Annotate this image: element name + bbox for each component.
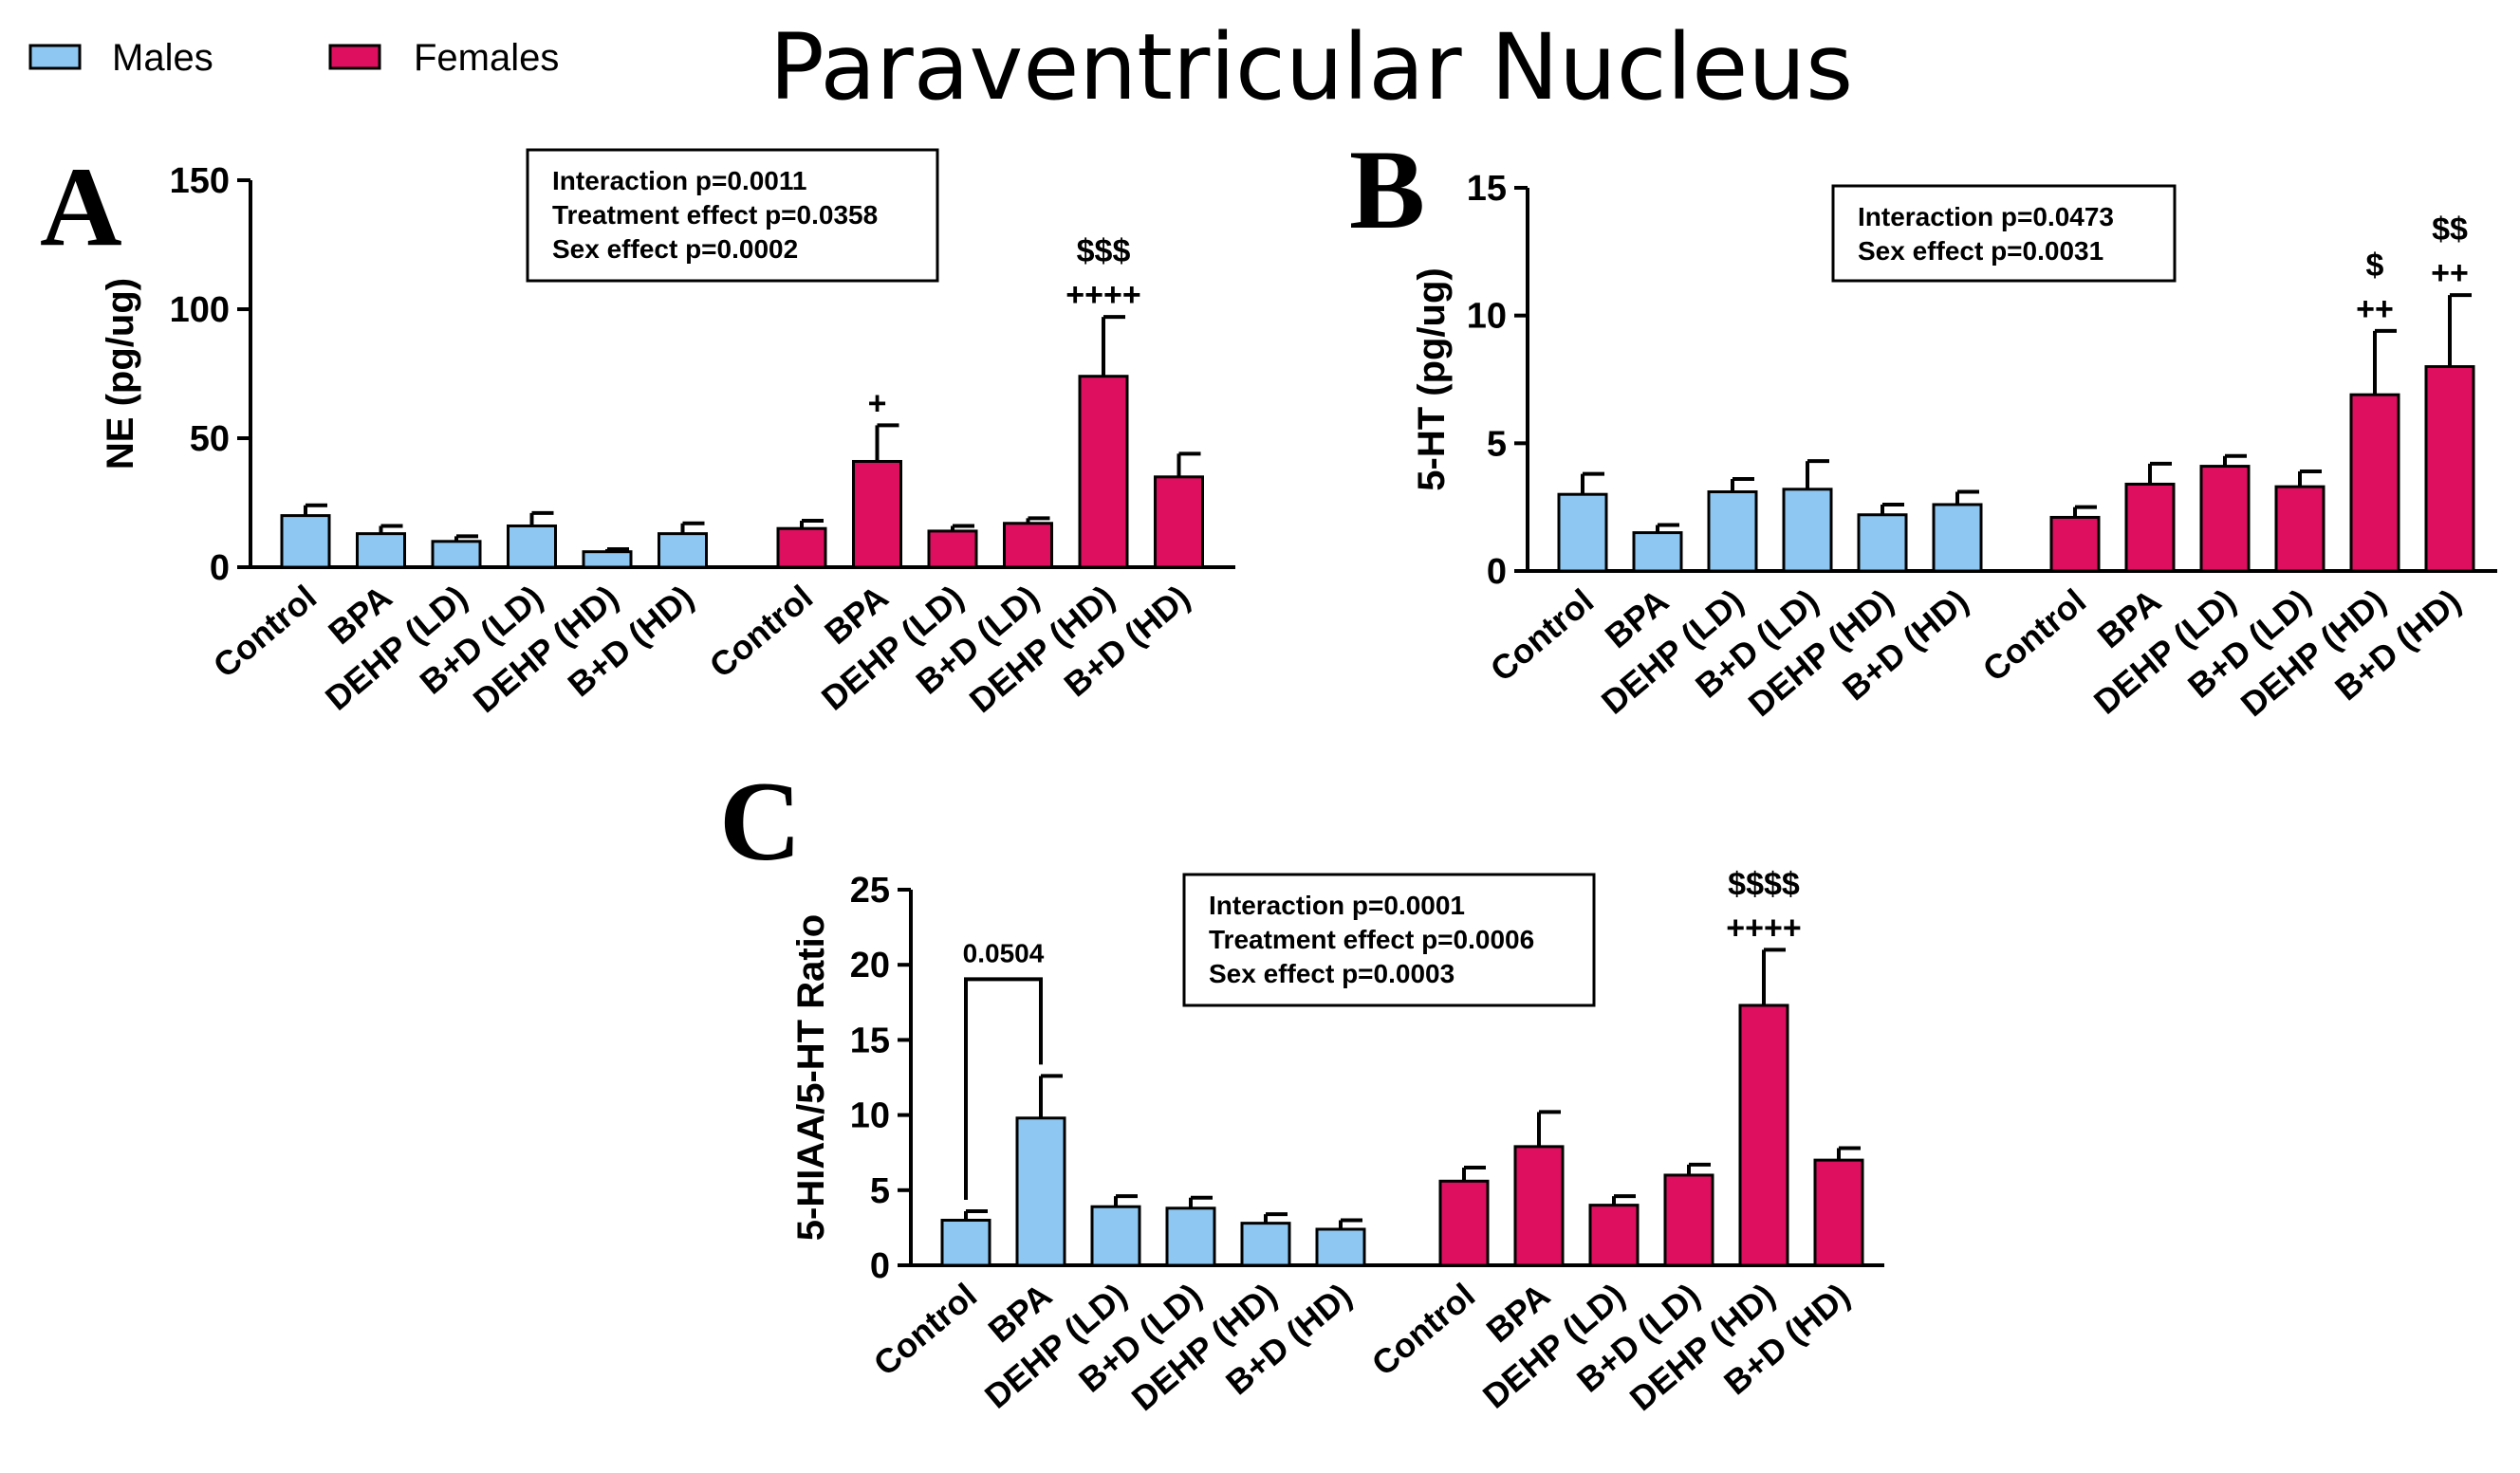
y-axis-label: 5-HT (pg/ug) [1411, 267, 1453, 491]
y-axis-label: 5-HIAA/5-HT Ratio [790, 914, 832, 1241]
comparison-bracket [964, 977, 1043, 1200]
legend-label-males: Males [112, 37, 213, 79]
stats-line: Interaction p=0.0001 [1209, 891, 1465, 920]
y-tick-label: 15 [850, 1021, 890, 1060]
y-tick-label: 25 [850, 871, 890, 911]
bar-females-b-d-hd [1813, 1158, 1864, 1267]
significance-annotation: + [868, 385, 887, 421]
bar-males-dehp-ld [431, 540, 482, 569]
y-tick-label: 0 [210, 548, 230, 588]
stats-box [526, 148, 939, 283]
y-tick-label: 100 [170, 290, 230, 330]
legend-swatch-females [328, 44, 381, 70]
significance-annotation: ++ [2431, 255, 2469, 291]
bar-males-control [280, 514, 331, 569]
bar-females-dehp-ld [927, 529, 978, 569]
stats-line: Interaction p=0.0473 [1858, 202, 2114, 231]
legend-label-females: Females [414, 37, 559, 79]
y-tick-label: 15 [1467, 169, 1507, 209]
panel-letter-a: A [40, 143, 122, 269]
bar-females-control [2049, 515, 2101, 573]
bar-males-b-d-hd [1315, 1227, 1366, 1267]
bar-males-control [940, 1218, 991, 1267]
y-tick-label: 0 [870, 1246, 890, 1286]
bar-females-dehp-ld [2199, 465, 2251, 573]
panel-letter-b: B [1349, 126, 1425, 252]
stats-line: Sex effect p=0.0031 [1858, 236, 2103, 266]
bar-females-control [1438, 1179, 1490, 1267]
y-tick-label: 50 [190, 419, 230, 459]
bar-females-b-d-ld [1003, 522, 1053, 569]
significance-annotation: $$ [2432, 212, 2468, 248]
y-tick-label: 20 [850, 946, 890, 985]
bar-females-bpa [852, 459, 902, 569]
x-tick-label: Control [1975, 581, 2093, 690]
bar-females-dehp-hd [1078, 375, 1129, 569]
stats-line: Sex effect p=0.0003 [1209, 959, 1455, 988]
panel-letter-c: C [719, 758, 802, 884]
significance-annotation: ++ [2356, 291, 2394, 327]
y-tick-label: 5 [870, 1171, 890, 1211]
bar-females-b-d-hd [2424, 365, 2475, 573]
legend: Males Females [28, 37, 559, 79]
bracket-label: 0.0504 [963, 938, 1045, 967]
stats-line: Sex effect p=0.0002 [552, 234, 798, 264]
significance-annotation: $$$$ [1728, 866, 1800, 902]
stats-line: Treatment effect p=0.0358 [552, 200, 878, 230]
stats-line: Interaction p=0.0011 [552, 166, 806, 195]
x-tick-label: Control [702, 578, 820, 686]
bar-females-dehp-ld [1588, 1204, 1640, 1267]
bar-males-b-d-ld [1165, 1206, 1216, 1267]
stats-box [1831, 184, 2177, 283]
y-tick-label: 10 [1467, 297, 1507, 337]
bar-males-control [1557, 492, 1608, 573]
x-tick-label: Control [206, 578, 324, 686]
bar-males-b-d-ld [1782, 488, 1833, 573]
bar-females-bpa [1513, 1145, 1565, 1267]
bar-males-bpa [1015, 1116, 1066, 1267]
bar-males-b-d-hd [658, 532, 708, 569]
bar-females-bpa [2124, 482, 2176, 573]
y-axis-label: NE (pg/ug) [100, 278, 141, 470]
significance-annotation: $ [2366, 248, 2384, 284]
bar-females-b-d-ld [1663, 1173, 1714, 1267]
bar-males-dehp-hd [582, 550, 633, 569]
x-tick-label: Control [1364, 1276, 1482, 1384]
significance-annotation: ++++ [1065, 277, 1140, 313]
bar-females-b-d-hd [1154, 475, 1204, 569]
stats-box [1182, 873, 1596, 1007]
y-tick-label: 150 [170, 161, 230, 201]
bar-males-dehp-hd [1857, 513, 1908, 573]
bar-females-control [776, 526, 827, 569]
bar-males-bpa [356, 532, 406, 569]
y-tick-label: 5 [1487, 424, 1507, 464]
bar-males-dehp-ld [1090, 1205, 1141, 1267]
y-tick-label: 10 [850, 1096, 890, 1136]
figure-title: Paraventricular Nucleus [769, 14, 1853, 120]
stats-line: Treatment effect p=0.0006 [1209, 925, 1534, 954]
bar-males-dehp-ld [1707, 490, 1758, 573]
x-tick-label: Control [866, 1276, 984, 1384]
bar-males-b-d-ld [507, 524, 557, 569]
significance-annotation: ++++ [1726, 910, 1801, 946]
significance-annotation: $$$ [1077, 233, 1131, 269]
bar-females-dehp-hd [2349, 393, 2400, 573]
bar-males-bpa [1632, 531, 1683, 573]
y-tick-label: 0 [1487, 552, 1507, 592]
bar-males-b-d-hd [1932, 503, 1983, 573]
legend-swatch-males [28, 44, 82, 70]
x-tick-label: Control [1483, 581, 1601, 690]
bar-females-dehp-hd [1738, 1003, 1789, 1267]
bar-females-b-d-ld [2274, 485, 2325, 573]
bar-males-dehp-hd [1240, 1222, 1291, 1267]
